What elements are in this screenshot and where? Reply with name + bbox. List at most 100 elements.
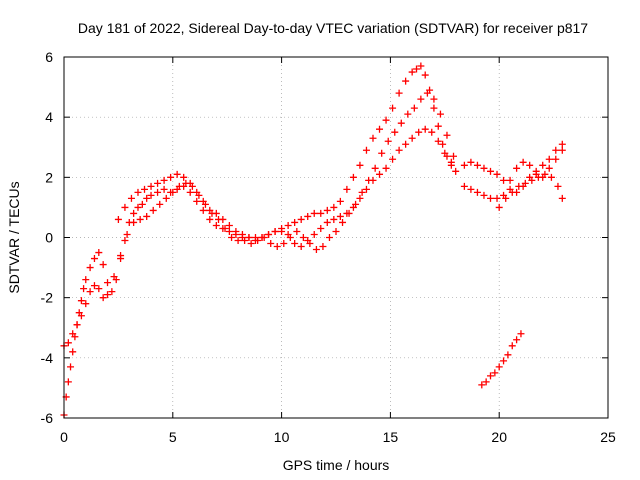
data-point — [123, 230, 131, 238]
data-point — [452, 167, 460, 175]
data-point — [443, 131, 451, 139]
data-point — [378, 149, 386, 157]
data-point — [467, 158, 475, 166]
data-point — [180, 173, 188, 181]
data-point — [439, 140, 447, 148]
data-point — [526, 161, 534, 169]
data-point — [141, 185, 149, 193]
data-point — [369, 134, 377, 142]
data-point — [500, 357, 508, 365]
series-track-f — [495, 170, 566, 211]
data-point — [356, 161, 364, 169]
data-point — [143, 194, 151, 202]
data-point — [114, 215, 122, 223]
data-point — [82, 276, 90, 284]
data-point — [130, 218, 138, 226]
data-point — [127, 194, 135, 202]
data-point — [278, 224, 286, 232]
data-point — [558, 140, 566, 148]
data-point — [251, 237, 259, 245]
data-point — [117, 252, 125, 260]
data-point — [221, 224, 229, 232]
data-point — [186, 188, 194, 196]
data-point — [495, 203, 503, 211]
data-point — [169, 188, 177, 196]
data-point — [478, 381, 486, 389]
data-point — [343, 209, 351, 217]
data-point — [323, 206, 331, 214]
data-point — [138, 200, 146, 208]
data-point — [293, 227, 301, 235]
data-point — [382, 164, 390, 172]
data-point — [317, 209, 325, 217]
data-point — [554, 182, 562, 190]
data-point — [267, 240, 275, 248]
data-point — [404, 110, 412, 118]
y-tick-label: 4 — [45, 109, 53, 125]
data-point — [521, 179, 529, 187]
data-point — [108, 288, 116, 296]
data-point — [545, 155, 553, 163]
data-point — [245, 234, 253, 241]
series-track-a — [60, 62, 460, 419]
data-point — [104, 291, 112, 299]
data-point — [513, 164, 521, 172]
data-point — [430, 95, 438, 103]
data-point — [391, 128, 399, 136]
data-point — [330, 215, 338, 223]
data-point — [64, 339, 72, 347]
data-point — [486, 167, 494, 175]
data-point — [193, 197, 201, 205]
data-point — [460, 182, 468, 190]
data-point — [77, 312, 85, 320]
data-point — [69, 348, 77, 356]
data-point — [136, 215, 144, 223]
data-point — [206, 215, 214, 223]
x-tick-label: 25 — [600, 429, 616, 445]
data-point — [258, 234, 266, 241]
data-point — [517, 330, 525, 338]
data-point — [460, 161, 468, 169]
grid — [64, 57, 608, 418]
data-point — [86, 264, 94, 272]
data-point — [408, 134, 416, 142]
x-tick-label: 0 — [60, 429, 68, 445]
data-point — [95, 249, 103, 257]
x-axis-label: GPS time / hours — [283, 457, 390, 473]
data-point — [402, 77, 410, 85]
data-point — [389, 104, 397, 112]
x-tick-label: 10 — [274, 429, 290, 445]
data-point — [265, 230, 273, 238]
data-point — [80, 285, 88, 293]
data-point — [154, 188, 162, 196]
data-point — [90, 282, 98, 290]
data-point — [90, 255, 98, 263]
data-point — [397, 119, 405, 127]
data-point — [362, 146, 370, 154]
data-point — [312, 246, 320, 254]
data-point — [284, 221, 292, 229]
data-point — [547, 173, 555, 181]
series-track-g — [478, 330, 525, 389]
data-point — [410, 104, 418, 112]
data-point — [423, 89, 431, 97]
data-point — [421, 71, 429, 79]
data-point — [110, 273, 118, 281]
data-point — [486, 194, 494, 202]
data-point — [149, 206, 157, 214]
data-point — [228, 234, 236, 241]
data-point — [369, 176, 377, 184]
data-point — [376, 125, 384, 133]
chart-title: Day 181 of 2022, Sidereal Day-to-day VTE… — [78, 20, 588, 36]
data-point — [473, 161, 481, 169]
data-markers — [60, 62, 566, 419]
data-point — [332, 227, 340, 235]
data-point — [186, 179, 194, 187]
data-point — [299, 234, 307, 241]
data-point — [134, 203, 142, 211]
data-point — [417, 62, 425, 70]
x-tick-label: 15 — [383, 429, 399, 445]
data-point — [212, 221, 220, 229]
data-point — [339, 218, 347, 226]
data-point — [167, 173, 175, 181]
